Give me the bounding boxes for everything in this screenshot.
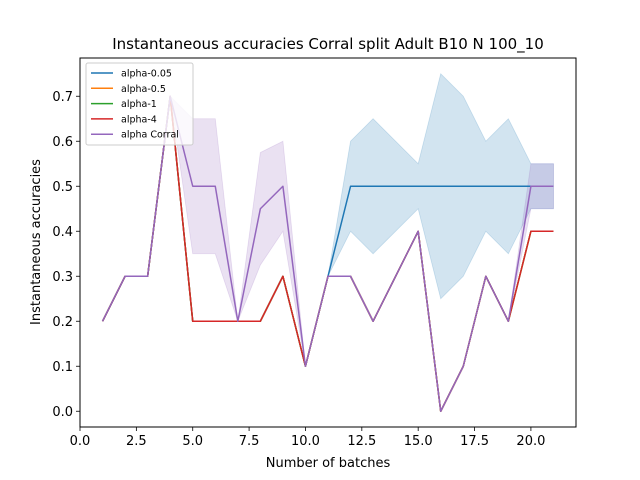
legend-label: alpha-1 [121, 99, 157, 110]
x-tick-label: 15.0 [404, 434, 433, 449]
y-tick-label: 0.0 [52, 405, 73, 420]
legend-box [85, 62, 194, 146]
legend-label: alpha-0.05 [121, 69, 172, 80]
x-tick-label: 0.0 [70, 434, 91, 449]
chart-title: Instantaneous accuracies Corral split Ad… [112, 35, 544, 54]
plot-area-frame [79, 57, 577, 428]
x-tick-label: 10.0 [291, 434, 320, 449]
y-tick-label: 0.6 [52, 135, 73, 150]
y-tick-label: 0.5 [52, 180, 73, 195]
x-axis-label: Number of batches [266, 456, 391, 471]
y-tick-label: 0.7 [52, 90, 73, 105]
legend-label: alpha-0.5 [121, 84, 166, 95]
legend-label: alpha Corral [121, 130, 179, 141]
legend-label: alpha-4 [121, 114, 157, 125]
x-tick-label: 7.5 [239, 434, 260, 449]
y-tick-label: 0.3 [52, 270, 73, 285]
y-tick-label: 0.4 [52, 225, 73, 240]
x-tick-label: 17.5 [460, 434, 489, 449]
legend: alpha-0.05 alpha-0.5 alpha-1 alpha-4 alpha C… [85, 62, 194, 146]
x-tick-label: 12.5 [347, 434, 376, 449]
x-tick-label: 20.0 [516, 434, 545, 449]
axis-ticks: 0.0 2.5 5.0 7.5 10.0 12.5 15.0 17.5 20.0 0.0 0.1 0.… [52, 90, 545, 449]
y-tick-label: 0.1 [52, 360, 73, 375]
y-axis-label: Instantaneous accuracies [29, 159, 44, 325]
y-tick-label: 0.2 [52, 315, 73, 330]
x-tick-label: 2.5 [126, 434, 147, 449]
x-tick-label: 5.0 [182, 434, 203, 449]
